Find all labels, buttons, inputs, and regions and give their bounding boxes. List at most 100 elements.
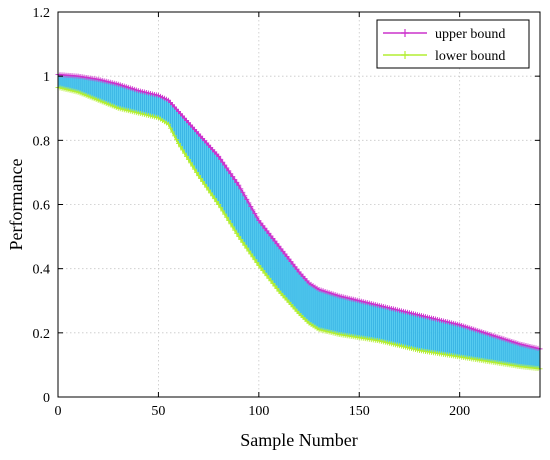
point-upper-bound (290, 261, 296, 267)
point-lower-bound (210, 193, 216, 199)
y-tick-label: 0.8 (33, 134, 51, 149)
point-upper-bound (222, 162, 228, 168)
point-lower-bound (252, 257, 258, 263)
point-lower-bound (264, 273, 270, 279)
point-upper-bound (254, 214, 260, 220)
series-lines (55, 72, 543, 372)
y-tick-label: 0 (43, 391, 50, 406)
point-upper-bound (248, 203, 254, 209)
x-tick-label: 0 (55, 404, 62, 419)
point-lower-bound (206, 187, 212, 193)
point-lower-bound (200, 178, 206, 184)
point-lower-bound (274, 286, 280, 292)
point-upper-bound (226, 168, 232, 174)
point-lower-bound (256, 262, 262, 268)
point-lower-bound (180, 147, 186, 153)
point-lower-bound (202, 181, 208, 187)
x-tick-label: 200 (449, 404, 470, 419)
y-tick-label: 1.2 (33, 6, 51, 21)
point-upper-bound (224, 165, 230, 171)
axis-ticks: 0 50 100 150 200 0 0.2 0.4 0.6 0.8 1 1.2 (33, 6, 540, 419)
point-lower-bound (230, 224, 236, 230)
point-lower-bound (198, 176, 204, 182)
legend-marker-lower-bound (401, 51, 409, 59)
x-tick-label: 100 (248, 404, 269, 419)
point-lower-bound (169, 129, 175, 135)
point-upper-bound (266, 230, 272, 236)
point-lower-bound (268, 278, 274, 284)
point-lower-bound (194, 169, 200, 175)
point-lower-bound (236, 234, 242, 240)
point-upper-bound (292, 264, 298, 270)
point-upper-bound (242, 193, 248, 199)
x-tick-label: 150 (349, 404, 370, 419)
point-lower-bound (218, 205, 224, 211)
point-lower-bound (232, 227, 238, 233)
point-lower-bound (190, 163, 196, 169)
point-upper-bound (260, 223, 266, 229)
point-lower-bound (238, 236, 244, 242)
point-upper-bound (280, 248, 286, 254)
point-upper-bound (284, 253, 290, 259)
point-upper-bound (264, 228, 270, 234)
point-upper-bound (234, 179, 240, 185)
grid-lines (58, 12, 540, 397)
point-lower-bound (165, 121, 171, 127)
point-upper-bound (258, 220, 264, 226)
point-upper-bound (228, 171, 234, 177)
point-upper-bound (286, 256, 292, 262)
point-upper-bound (236, 182, 242, 188)
point-lower-bound (246, 248, 252, 254)
point-lower-bound (228, 221, 234, 227)
legend-box (376, 19, 530, 69)
point-lower-bound (192, 166, 198, 172)
point-lower-bound (272, 283, 278, 289)
y-axis-label: Performance (6, 159, 26, 251)
point-lower-bound (178, 144, 184, 150)
point-upper-bound (270, 236, 276, 242)
point-lower-bound (222, 211, 228, 217)
point-upper-bound (282, 251, 288, 257)
point-lower-bound (234, 230, 240, 236)
point-lower-bound (204, 184, 210, 190)
point-upper-bound (232, 176, 238, 182)
point-upper-bound (276, 243, 282, 249)
point-lower-bound (244, 245, 250, 251)
point-upper-bound (246, 200, 252, 206)
point-lower-bound (226, 218, 232, 224)
y-tick-label: 1 (43, 70, 50, 85)
point-upper-bound (218, 156, 224, 162)
legend-label-lower-bound: lower bound (435, 49, 505, 64)
point-upper-bound (274, 241, 280, 247)
point-lower-bound (250, 254, 256, 260)
point-upper-bound (272, 238, 278, 244)
point-lower-bound (260, 268, 266, 274)
point-lower-bound (242, 242, 248, 248)
point-lower-bound (248, 251, 254, 257)
y-tick-label: 0.2 (33, 327, 51, 342)
point-upper-bound (238, 186, 244, 192)
point-lower-bound (212, 196, 218, 202)
legend-label-upper-bound: upper bound (435, 27, 505, 42)
point-lower-bound (270, 280, 276, 286)
point-lower-bound (208, 190, 214, 196)
x-tick-label: 50 (151, 404, 165, 419)
point-upper-bound (240, 189, 246, 195)
point-lower-bound (266, 275, 272, 281)
point-lower-bound (176, 141, 181, 147)
point-lower-bound (196, 173, 202, 179)
point-upper-bound (294, 266, 300, 272)
x-axis-label: Sample Number (240, 430, 357, 450)
point-lower-bound (240, 239, 246, 245)
point-lower-bound (254, 260, 260, 266)
point-upper-bound (288, 259, 294, 265)
point-upper-bound (250, 207, 256, 213)
band-fill (58, 74, 540, 369)
point-lower-bound (184, 153, 190, 159)
point-lower-bound (167, 125, 173, 131)
legend: upper bound lower bound (376, 19, 530, 69)
point-lower-bound (186, 157, 192, 163)
point-upper-bound (256, 218, 262, 224)
point-lower-bound (173, 137, 179, 143)
point-upper-bound (244, 196, 250, 202)
